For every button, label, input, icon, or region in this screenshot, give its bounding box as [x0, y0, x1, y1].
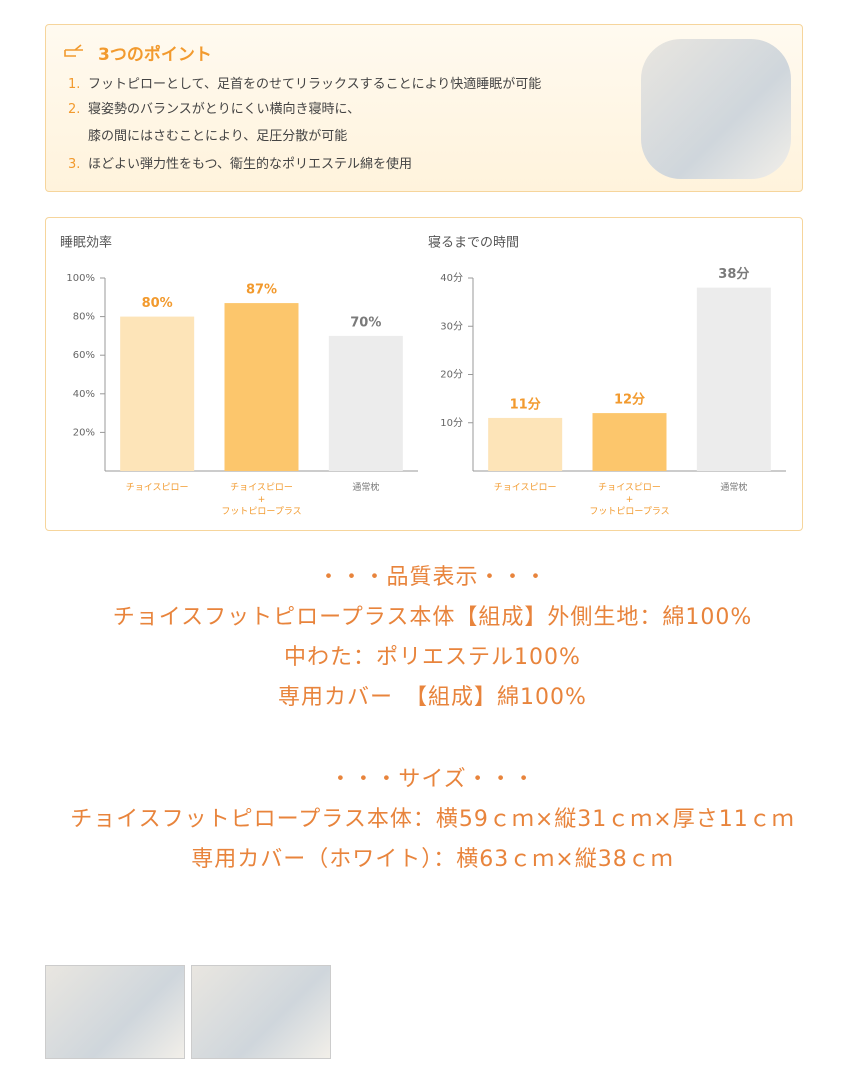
point-text: ほどよい弾力性をもつ、衛生的なポリエステル綿を使用	[88, 157, 412, 172]
bar	[488, 417, 563, 471]
chart-title: 寝るまでの時間	[428, 235, 519, 251]
photo	[45, 965, 185, 1059]
section-line: チョイスフットピロープラス本体：横59ｃｍ×縦31ｃｍ×厚さ11ｃｍ	[70, 807, 795, 832]
section-line: 中わた：ポリエステル100%	[284, 645, 581, 670]
y-tick-label: 100%	[66, 273, 95, 284]
quality-section: ・・・品質表示・・・チョイスフットピロープラス本体【組成】外側生地：綿100% 中…	[40, 558, 825, 718]
y-tick-label: 30分	[440, 320, 463, 332]
x-tick-label: チョイスピロー	[493, 483, 557, 493]
y-tick-label: 20%	[73, 427, 95, 438]
bar	[696, 287, 771, 471]
chart-title: 睡眠効率	[60, 235, 112, 251]
points-title: 3つのポイント	[98, 45, 212, 65]
y-tick-label: 40%	[73, 389, 95, 400]
bar	[592, 413, 667, 471]
value-label: 11分	[510, 396, 541, 412]
product-photo	[641, 39, 791, 179]
charts: 睡眠効率 20% 40% 60% 80% 100% 80% 87% 70% 寝るまでの時間 10分 2…	[60, 235, 786, 472]
point-text: フットピローとして、足首をのせてリラックスすることにより快適睡眠が可能	[88, 77, 542, 92]
bar	[120, 316, 195, 471]
size-section: ・・・サイズ・・・チョイスフットピロープラス本体：横59ｃｍ×縦31ｃｍ×厚さ1…	[40, 760, 825, 880]
y-tick-label: 40分	[440, 272, 463, 284]
photo	[191, 965, 331, 1059]
section-line: 専用カバー（ホワイト）：横63ｃｍ×縦38ｃｍ	[191, 847, 674, 872]
point-line: 膝の間にはさむことにより、足圧分散が可能	[68, 125, 347, 144]
x-tick-label: 通常枕	[352, 483, 380, 493]
point-text: 寝姿勢のバランスがとりにくい横向き寝時に、	[88, 102, 361, 117]
point-number: 1.	[68, 77, 81, 92]
section-heading: ・・・サイズ・・・	[329, 767, 536, 792]
value-label: 87%	[246, 283, 277, 298]
y-tick-label: 80%	[73, 312, 95, 323]
y-tick-label: 20分	[440, 369, 463, 381]
value-label: 70%	[350, 315, 381, 330]
point-line: 1. フットピローとして、足首をのせてリラックスすることにより快適睡眠が可能	[68, 73, 541, 92]
x-tick-label: チョイスピロー + フットピロープラス	[589, 483, 670, 517]
bar	[328, 335, 403, 471]
value-label: 80%	[142, 296, 173, 311]
x-tick-label: チョイスピロー	[125, 483, 189, 493]
x-tick-label: チョイスピロー + フットピロープラス	[221, 483, 302, 517]
points-box	[45, 24, 803, 192]
section-line: 専用カバー 【組成】綿100%	[278, 685, 587, 710]
bar	[224, 303, 299, 471]
point-line: 2. 寝姿勢のバランスがとりにくい横向き寝時に、	[68, 98, 360, 117]
y-tick-label: 60%	[73, 350, 95, 361]
hand-icon	[64, 44, 83, 57]
section-heading: ・・・品質表示・・・	[317, 565, 548, 590]
point-number: 2.	[68, 102, 81, 117]
charts-box	[45, 217, 803, 531]
point-text: 膝の間にはさむことにより、足圧分散が可能	[88, 129, 348, 144]
y-tick-label: 10分	[440, 417, 463, 429]
section-line: チョイスフットピロープラス本体【組成】外側生地：綿100%	[112, 605, 753, 630]
x-tick-label: 通常枕	[720, 483, 748, 493]
value-label: 12分	[614, 392, 645, 408]
point-line: 3. ほどよい弾力性をもつ、衛生的なポリエステル綿を使用	[68, 153, 412, 172]
value-label: 38分	[718, 266, 749, 282]
point-number: 3.	[68, 157, 81, 172]
